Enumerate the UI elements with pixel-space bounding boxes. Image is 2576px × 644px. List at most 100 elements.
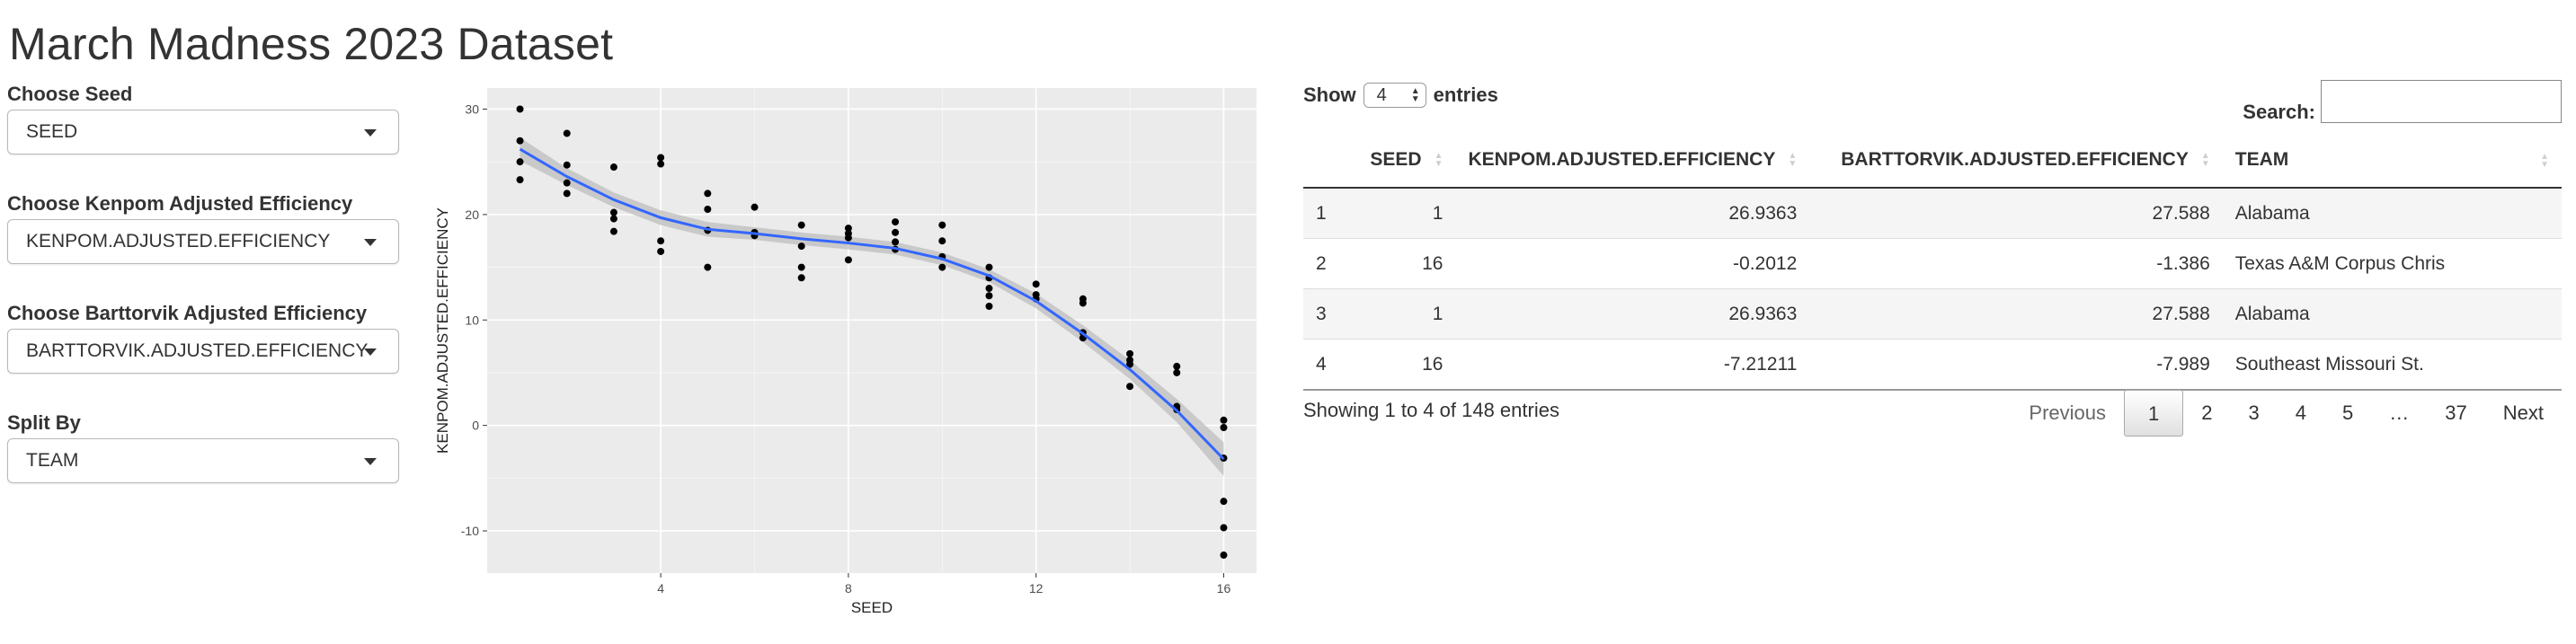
table-cell: Southeast Missouri St. <box>2222 339 2562 391</box>
seed-select-value: SEED <box>26 121 78 142</box>
barttorvik-select-value: BARTTORVIK.ADJUSTED.EFFICIENCY <box>26 340 369 361</box>
table-cell: 1 <box>1303 187 1357 239</box>
kenpom-control: Choose Kenpom Adjusted Efficiency KENPOM… <box>7 192 403 264</box>
sidebar-controls: Choose Seed SEED Choose Kenpom Adjusted … <box>7 81 403 521</box>
data-point <box>609 208 617 216</box>
page-length-value: 4 <box>1376 84 1387 105</box>
page-title: March Madness 2023 Dataset <box>9 19 614 69</box>
data-point <box>1220 551 1228 560</box>
table-cell: -0.2012 <box>1455 238 1810 289</box>
search-input[interactable] <box>2321 80 2562 123</box>
data-point <box>1220 524 1228 532</box>
x-tick-label: 4 <box>657 581 664 595</box>
y-tick-label: 10 <box>465 313 479 327</box>
data-point <box>704 263 712 271</box>
column-header-label: SEED <box>1370 149 1422 170</box>
data-point <box>985 263 993 271</box>
column-header-seed[interactable]: SEED ▲ ▼ <box>1356 133 1456 189</box>
data-point <box>516 105 524 113</box>
y-tick-label: -10 <box>461 524 479 538</box>
page-button-3[interactable]: 3 <box>2248 401 2260 424</box>
data-point <box>892 218 900 226</box>
seed-control: Choose Seed SEED <box>7 83 403 154</box>
sort-icon: ▲ ▼ <box>1788 151 1798 170</box>
data-point <box>797 274 805 282</box>
table-cell: 16 <box>1356 238 1456 289</box>
data-point <box>1079 299 1087 307</box>
sort-icon: ▲ ▼ <box>2200 151 2210 170</box>
data-point <box>704 206 712 213</box>
seed-select[interactable]: SEED <box>7 110 399 154</box>
kenpom-select[interactable]: KENPOM.ADJUSTED.EFFICIENCY <box>7 219 399 264</box>
column-header-label: KENPOM.ADJUSTED.EFFICIENCY <box>1468 149 1776 170</box>
page-button-37[interactable]: 37 <box>2445 401 2467 424</box>
page-button-2[interactable]: 2 <box>2201 401 2213 424</box>
column-header-kenpom[interactable]: KENPOM.ADJUSTED.EFFICIENCY ▲ ▼ <box>1455 133 1810 189</box>
smooth-line <box>519 147 1225 461</box>
column-header-index[interactable] <box>1303 133 1357 189</box>
y-tick-label: 20 <box>465 207 479 222</box>
previous-page-button[interactable]: Previous <box>2029 401 2107 424</box>
chevron-down-icon <box>364 348 377 356</box>
page-ellipsis: … <box>2389 401 2410 424</box>
table-cell: 2 <box>1303 238 1357 289</box>
search-control: Search: <box>2243 79 2562 124</box>
table-row[interactable]: 1 1 26.9363 27.588 Alabama <box>1303 187 2562 239</box>
table-cell: 1 <box>1356 187 1456 239</box>
table-cell: 26.9363 <box>1455 288 1810 340</box>
table-cell: -1.386 <box>1809 238 2223 289</box>
chevron-down-icon <box>364 129 377 137</box>
x-tick-label: 8 <box>845 581 852 595</box>
data-point <box>516 158 524 166</box>
data-point <box>797 243 805 251</box>
data-point <box>985 292 993 300</box>
page-length-control: Show 4 ▲ ▼ entries <box>1303 83 1498 108</box>
data-point <box>563 129 571 137</box>
table-cell: Texas A&M Corpus Chris <box>2222 238 2562 289</box>
barttorvik-select[interactable]: BARTTORVIK.ADJUSTED.EFFICIENCY <box>7 329 399 374</box>
column-header-team[interactable]: TEAM ▲ ▼ <box>2222 133 2562 189</box>
data-point <box>609 227 617 235</box>
table-cell: -7.989 <box>1809 339 2223 391</box>
data-point <box>751 203 759 211</box>
y-tick-label: 0 <box>472 419 479 433</box>
sort-icon: ▲ ▼ <box>1434 151 1443 170</box>
table-row[interactable]: 4 16 -7.21211 -7.989 Southeast Missouri … <box>1303 339 2562 391</box>
kenpom-select-value: KENPOM.ADJUSTED.EFFICIENCY <box>26 231 331 251</box>
page-button-5[interactable]: 5 <box>2342 401 2354 424</box>
data-point <box>657 154 665 162</box>
data-point <box>657 247 665 255</box>
sort-icon: ▲ ▼ <box>2540 152 2549 170</box>
page-length-select[interactable]: 4 ▲ ▼ <box>1363 83 1426 108</box>
column-header-barttorvik[interactable]: BARTTORVIK.ADJUSTED.EFFICIENCY ▲ ▼ <box>1809 133 2223 189</box>
table-cell: 27.588 <box>1809 288 2223 340</box>
data-point <box>1220 498 1228 506</box>
data-point <box>797 221 805 229</box>
table-header-row: SEED ▲ ▼ KENPOM.ADJUSTED.EFFICIENCY ▲ ▼ BART… <box>1303 133 2562 189</box>
chevron-down-icon <box>364 239 377 246</box>
table-row[interactable]: 2 16 -0.2012 -1.386 Texas A&M Corpus Chr… <box>1303 238 2562 289</box>
table-row[interactable]: 3 1 26.9363 27.588 Alabama <box>1303 288 2562 340</box>
plot-panel <box>487 88 1257 573</box>
data-table: SEED ▲ ▼ KENPOM.ADJUSTED.EFFICIENCY ▲ ▼ BART… <box>1303 133 2562 391</box>
data-point <box>1173 368 1181 376</box>
data-point <box>844 234 852 242</box>
column-header-label: BARTTORVIK.ADJUSTED.EFFICIENCY <box>1841 149 2189 170</box>
page-button-1[interactable]: 1 <box>2124 390 2184 437</box>
data-point <box>1126 349 1134 357</box>
split-select[interactable]: TEAM <box>7 438 399 483</box>
table-cell: Alabama <box>2222 288 2562 340</box>
scatter-plot-svg: 4 8 12 16 -10 0 10 20 30 SEED KENPOM.ADJUSTED.EFFI… <box>434 88 1257 616</box>
split-control: Split By TEAM <box>7 411 403 483</box>
page-button-4[interactable]: 4 <box>2295 401 2307 424</box>
data-point <box>1032 280 1040 288</box>
data-point <box>609 163 617 172</box>
data-point <box>1220 424 1228 431</box>
next-page-button[interactable]: Next <box>2502 401 2544 424</box>
data-point <box>1126 360 1134 368</box>
data-point <box>563 190 571 198</box>
table-cell: 27.588 <box>1809 187 2223 239</box>
data-point <box>609 215 617 223</box>
data-point <box>563 179 571 187</box>
table-cell: Alabama <box>2222 187 2562 239</box>
